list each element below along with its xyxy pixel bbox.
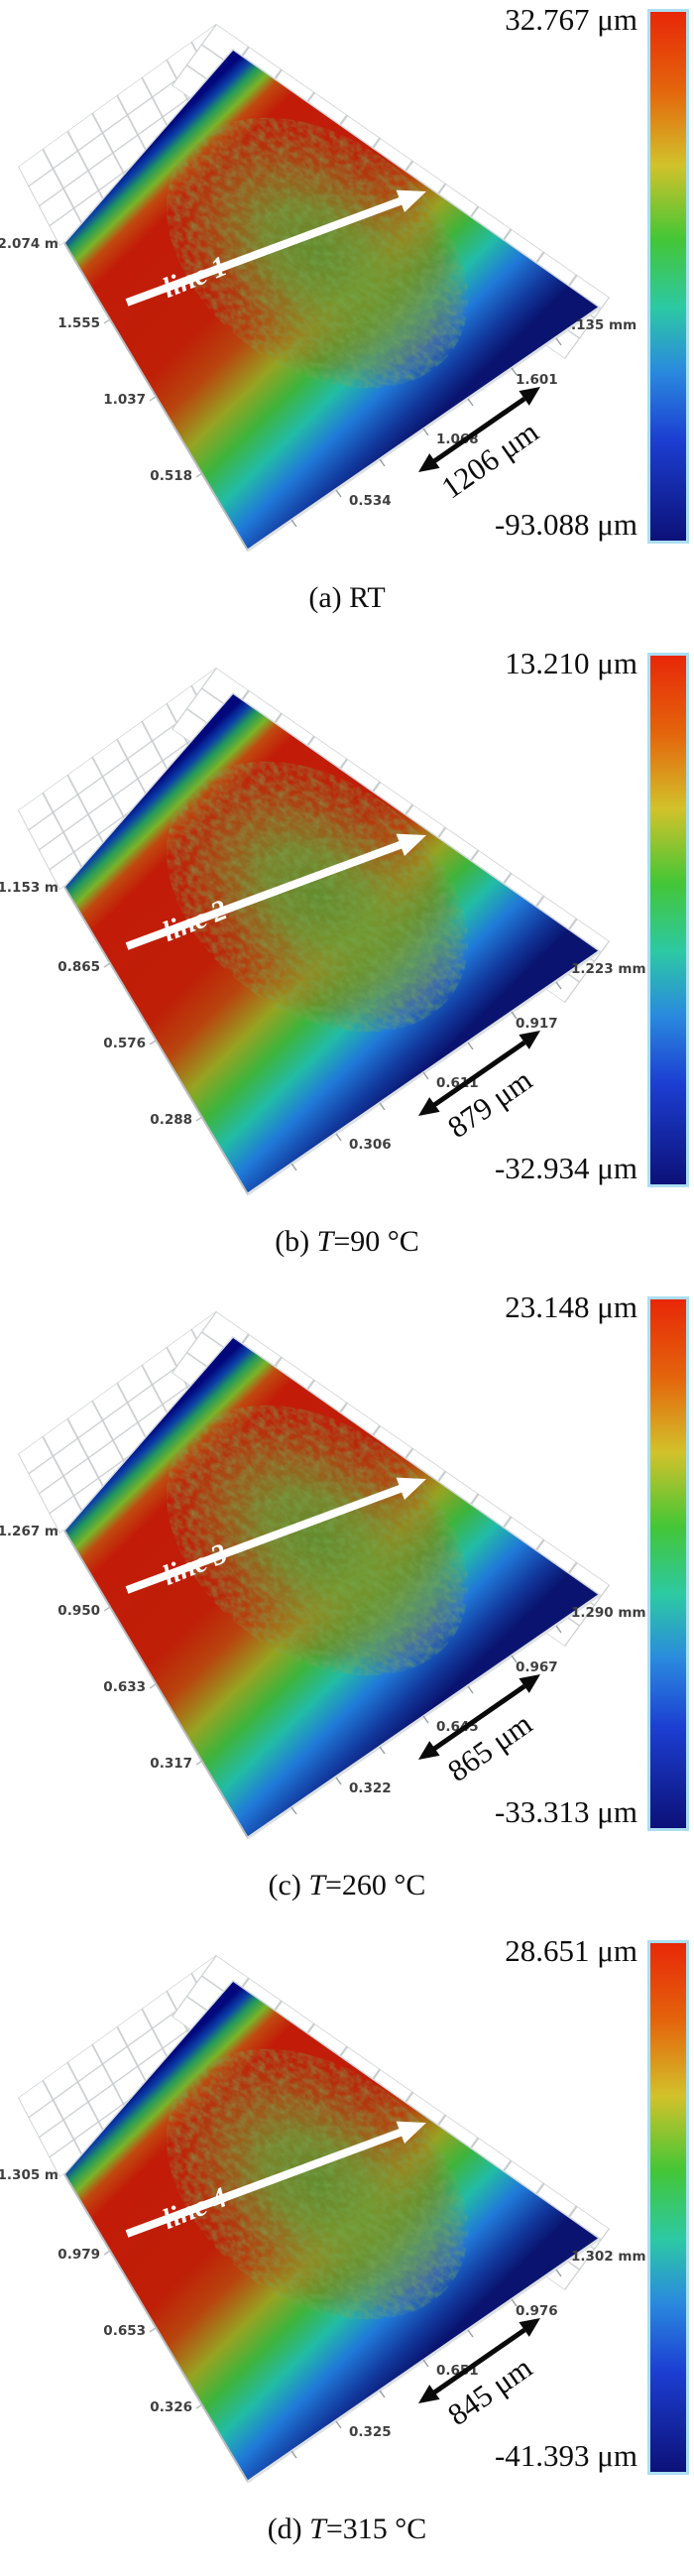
- caption-variable: T: [316, 1225, 334, 1258]
- surface-plot-0: 2.074 m 1.555 1.037 0.518 .135 mm 1.601 …: [0, 24, 636, 552]
- colorbar: [647, 653, 689, 1187]
- wear-scar: [166, 1405, 469, 1676]
- left-axis: [63, 886, 249, 1195]
- left-axis-tick-label: 0.317: [150, 1756, 192, 1772]
- panel-0: 2.074 m 1.555 1.037 0.518 .135 mm 1.601 …: [0, 0, 694, 644]
- left-axis-tick-label: 0.288: [150, 1112, 192, 1128]
- width-arrow: [418, 1674, 540, 1760]
- left-axis-tick-label: 0.576: [103, 1036, 146, 1051]
- colorbar: [647, 1296, 689, 1831]
- width-arrow: [418, 2318, 540, 2403]
- right-axis-tick-label: 0.967: [516, 1659, 558, 1675]
- caption-value: RT: [349, 581, 386, 614]
- caption-variable: T: [308, 1869, 326, 1901]
- caption-index: (c): [268, 1869, 309, 1901]
- colorbar: [647, 1940, 689, 2475]
- caption-variable: T: [309, 2513, 326, 2545]
- left-axis-tick-label: 1.037: [103, 392, 146, 408]
- caption-value: =315 °C: [325, 2513, 427, 2545]
- colorbar: [647, 9, 689, 544]
- scale-min-label: -41.393 μm: [494, 2438, 637, 2473]
- left-axis-tick-label: 1.555: [58, 315, 100, 331]
- surface-plot-1: 1.153 m 0.865 0.576 0.288 1.223 mm 0.917…: [0, 668, 646, 1196]
- left-axis-tick-label: 0.653: [103, 2323, 146, 2339]
- scale-min-label: -93.088 μm: [494, 507, 637, 542]
- wear-scar-texture: [166, 761, 469, 1033]
- panel-caption: (c) T=260 °C: [0, 1869, 694, 1902]
- right-axis-tick-label: 0.306: [349, 1137, 392, 1153]
- wear-scar: [166, 2048, 469, 2320]
- left-axis-tick-label: 0.979: [58, 2247, 100, 2263]
- profile-line-arrow: [125, 833, 426, 950]
- panel-3: 1.305 m 0.979 0.653 0.326 1.302 mm 0.976…: [0, 1931, 694, 2575]
- right-axis-ticks: [290, 337, 562, 528]
- width-arrow: [418, 1031, 540, 1116]
- scale-max-label: 13.210 μm: [505, 646, 637, 680]
- panel-caption: (b) T=90 °C: [0, 1225, 694, 1259]
- left-axis-tick-label: 0.518: [150, 468, 192, 484]
- left-axis-tick-label: 1.267 m: [0, 1524, 58, 1539]
- right-axis-ticks: [290, 1625, 562, 1815]
- caption-value: =90 °C: [333, 1225, 419, 1258]
- surface-plot-3: 1.305 m 0.979 0.653 0.326 1.302 mm 0.976…: [0, 1955, 646, 2484]
- caption-index: (a): [308, 581, 350, 614]
- surface-plot-2: 1.267 m 0.950 0.633 0.317 1.290 mm 0.967…: [0, 1311, 646, 1840]
- profile-line-arrow: [125, 2121, 426, 2238]
- caption-index: (d): [267, 2513, 310, 2545]
- profile-line-arrow: [125, 1477, 426, 1594]
- right-axis-tick-label: 0.976: [516, 2303, 558, 2319]
- right-axis-tick-label: 1.601: [516, 372, 558, 388]
- left-axis: [63, 2173, 249, 2483]
- width-arrow: [418, 387, 540, 472]
- left-axis-tick-label: 2.074 m: [0, 236, 58, 252]
- wear-scar-texture: [166, 2048, 469, 2320]
- right-axis: [247, 306, 601, 552]
- left-axis-tick-label: 0.950: [58, 1603, 100, 1619]
- wear-scar-texture: [166, 1405, 469, 1676]
- panel-caption: (d) T=315 °C: [0, 2513, 694, 2546]
- right-axis-tick-label: 1.302 mm: [571, 2249, 646, 2265]
- left-axis: [63, 1530, 249, 1839]
- panel-2: 1.267 m 0.950 0.633 0.317 1.290 mm 0.967…: [0, 1288, 694, 1931]
- right-axis-tick-label: 1.290 mm: [571, 1605, 646, 1621]
- wear-scar-texture: [166, 117, 469, 389]
- right-axis-tick-label: 0.917: [516, 1016, 558, 1032]
- left-axis-tick-label: 1.153 m: [0, 880, 58, 896]
- left-axis-tick-label: 0.865: [58, 959, 100, 975]
- right-axis-tick-label: 0.534: [349, 493, 392, 509]
- scale-max-label: 23.148 μm: [505, 1289, 637, 1324]
- right-axis-tick-label: 0.322: [349, 1780, 392, 1796]
- wear-scar: [166, 117, 469, 389]
- right-axis: [247, 2237, 601, 2484]
- scale-max-label: 32.767 μm: [505, 2, 637, 37]
- scale-min-label: -32.934 μm: [494, 1151, 637, 1185]
- panel-caption: (a) RT: [0, 581, 694, 615]
- right-axis-ticks: [290, 2269, 562, 2459]
- right-axis: [247, 1593, 601, 1840]
- left-axis-tick-label: 0.326: [150, 2399, 192, 2415]
- right-axis-tick-label: 1.223 mm: [571, 961, 646, 977]
- wear-scar: [166, 761, 469, 1033]
- scale-max-label: 28.651 μm: [505, 1933, 637, 1968]
- left-axis-tick-label: 1.305 m: [0, 2167, 58, 2183]
- left-axis: [63, 242, 249, 552]
- width-label: 1206 μm: [435, 414, 545, 505]
- caption-index: (b): [275, 1225, 317, 1258]
- caption-value: =260 °C: [325, 1869, 426, 1901]
- scale-min-label: -33.313 μm: [494, 1794, 637, 1829]
- right-axis-tick-label: 0.325: [349, 2424, 392, 2440]
- right-axis-ticks: [290, 981, 562, 1171]
- left-axis-tick-label: 0.633: [103, 1679, 146, 1695]
- right-axis-tick-label: .135 mm: [571, 317, 636, 333]
- profile-line-arrow: [125, 189, 426, 307]
- right-axis: [247, 949, 601, 1196]
- panel-1: 1.153 m 0.865 0.576 0.288 1.223 mm 0.917…: [0, 644, 694, 1288]
